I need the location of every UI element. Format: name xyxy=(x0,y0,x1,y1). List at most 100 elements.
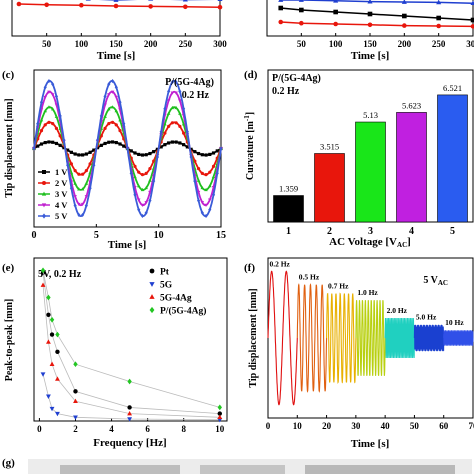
panel-c-series-1-point-43 xyxy=(193,159,197,163)
panel-e-title: 5V, 0.2 Hz xyxy=(38,269,82,280)
panel-c-series-0-point-31 xyxy=(148,151,152,156)
panel-c-series-4-point-30 xyxy=(144,210,148,215)
panel-c-series-3-point-22 xyxy=(114,95,119,100)
panel-c-series-4-point-4 xyxy=(47,78,51,84)
panel-d-subtitle: 0.2 Hz xyxy=(272,86,300,97)
panel-c-series-1-point-13 xyxy=(81,172,85,176)
panel-c-legend-marker-2 xyxy=(41,191,47,196)
panel-c-series-2-point-12 xyxy=(77,187,81,191)
panel-f-segment-2-line xyxy=(326,292,357,385)
panel-c-series-4-point-3 xyxy=(43,85,47,90)
panel-e-legend-marker-1 xyxy=(149,282,155,287)
panel-c-series-4-point-6 xyxy=(54,94,59,99)
panel-f-segment-label-2: 0.7 Hz xyxy=(328,282,349,291)
panel-c-series-4-point-15 xyxy=(88,186,92,191)
panel-c-series-0-point-24 xyxy=(122,144,126,148)
panel-c-series-4-point-27 xyxy=(133,192,137,197)
panel-c-series-1-point-37 xyxy=(170,121,174,125)
panel-c-series-0-point-9 xyxy=(66,148,70,152)
panel-e-series-1-point-4 xyxy=(73,415,78,420)
panel-c-series-1-point-44 xyxy=(196,167,201,171)
panel-d-ylabel: Curvature [m-1] xyxy=(243,112,256,180)
panel-c-series-4-point-7 xyxy=(58,113,62,119)
panel-c-series-0-point-38 xyxy=(174,140,178,144)
panel-c-xtick-label-2: 10 xyxy=(154,230,164,241)
panel-c-series-1-point-6 xyxy=(54,126,59,130)
panel-c-series-1-point-31 xyxy=(148,167,152,171)
panel-b-xtick-label-4: 250 xyxy=(432,39,446,49)
panel-c-series-1-point-27 xyxy=(133,164,137,169)
panel-c-series-0-point-20 xyxy=(107,140,111,144)
panel-c-series-2-point-14 xyxy=(84,181,89,185)
panel-c-series-1-point-15 xyxy=(88,162,92,166)
panel-c-series-2-point-47 xyxy=(208,184,212,188)
panel-c-series-0-point-3 xyxy=(43,140,47,145)
panel-f-segment-label-3: 1.0 Hz xyxy=(357,288,378,297)
panel-c-series-0-point-14 xyxy=(84,152,88,156)
panel-f-xtick-label-1: 10 xyxy=(293,421,303,431)
panel-c-series-4-point-0 xyxy=(32,146,36,151)
panel-c-series-4-point-34 xyxy=(159,129,163,134)
panel-g-label: (g) xyxy=(2,457,15,469)
panel-c-series-3-point-36 xyxy=(166,99,171,103)
panel-c-series-0-point-4 xyxy=(47,140,51,144)
panel-b-xlabel: Time [s] xyxy=(351,50,390,62)
panel-e-series-3-point-1 xyxy=(46,294,51,301)
panel-c-series-2-point-4 xyxy=(47,105,51,109)
panel-f-segment-4-line xyxy=(384,317,415,359)
panel-d: (d) P/(5G-4Ag) 0.2 Hz 1 2 3 4 5 1.359 3.515 5.… xyxy=(243,69,474,249)
panel-f-title: 5 VAC xyxy=(423,275,448,287)
panel-f-xtick-label-2: 20 xyxy=(322,421,332,431)
panel-b-series-0-point-0 xyxy=(278,5,284,11)
panel-c-series-4-point-13 xyxy=(81,212,85,217)
panel-a-xtick-label-0: 50 xyxy=(42,39,52,49)
panel-c-series-1-point-45 xyxy=(200,171,204,175)
panel-c-series-2-point-11 xyxy=(73,181,77,185)
panel-c-legend-label-4: 5 V xyxy=(55,211,68,221)
panel-c-series-0-point-22 xyxy=(114,140,118,145)
panel-a-xtick-label-3: 200 xyxy=(144,39,158,49)
panel-c-series-4-point-16 xyxy=(92,163,96,168)
panel-b-series-2-point-0 xyxy=(278,0,284,2)
panel-c-series-3-point-14 xyxy=(84,195,89,199)
panel-e-series-3-point-5 xyxy=(127,378,132,385)
panel-c-series-2-point-2 xyxy=(39,118,44,122)
panel-c-series-4-point-49 xyxy=(215,171,219,176)
panel-c-series-2-point-46 xyxy=(204,187,208,192)
panel-d-xtick-label-0: 1 xyxy=(286,226,291,237)
panel-b: 50 100 150 200 250 300 Time [s] xyxy=(266,0,474,62)
panel-f-segment-6-line xyxy=(443,330,474,346)
panel-e-legend-marker-0 xyxy=(149,268,155,274)
panel-c-series-1-point-20 xyxy=(107,122,111,126)
panel-c-xtick-label-0: 0 xyxy=(32,230,37,241)
panel-f-xlabel: Time [s] xyxy=(351,438,390,450)
panel-c-series-4-point-29 xyxy=(140,213,145,219)
panel-c-series-2-point-38 xyxy=(174,105,178,110)
panel-e-legend-label-0: Pt xyxy=(160,268,170,278)
panel-e-series-0-point-2 xyxy=(49,332,55,337)
panel-b-series-2-line xyxy=(280,0,474,4)
panel-c-series-0-point-18 xyxy=(99,143,103,147)
panel-c-series-1-point-46 xyxy=(204,173,208,177)
panel-c-series-3-point-21 xyxy=(110,90,115,94)
panel-c-legend-marker-3 xyxy=(41,203,47,208)
panel-c-subtitle: 0.2 Hz xyxy=(182,90,210,101)
panel-f-segment-label-0: 0.2 Hz xyxy=(269,259,290,268)
panel-b-series-1-point-0 xyxy=(278,19,284,25)
panel-b-series-1-line xyxy=(280,21,474,28)
panel-e-series-0-line xyxy=(42,272,220,414)
panel-c-series-4-point-43 xyxy=(193,178,197,184)
panel-c-series-1-point-2 xyxy=(39,128,44,133)
panel-c-series-2-point-30 xyxy=(144,185,148,190)
panel-a-xtick-label-2: 150 xyxy=(109,39,123,49)
panel-c-series-3-point-44 xyxy=(196,190,201,195)
panel-b-series-0-line xyxy=(280,7,474,21)
panel-c-series-0-point-1 xyxy=(36,144,40,148)
panel-c-series-2-point-13 xyxy=(80,187,85,191)
panel-c-legend: 1 V2 V3 V4 V5 V xyxy=(38,167,68,221)
panel-e-series-0-point-6 xyxy=(217,411,222,416)
panel-c-series-4-point-48 xyxy=(211,192,216,197)
panel-c-series-4-point-50 xyxy=(219,146,223,151)
panel-c-series-1-point-28 xyxy=(137,170,141,174)
panel-d-value-label-3: 5.623 xyxy=(402,100,421,110)
